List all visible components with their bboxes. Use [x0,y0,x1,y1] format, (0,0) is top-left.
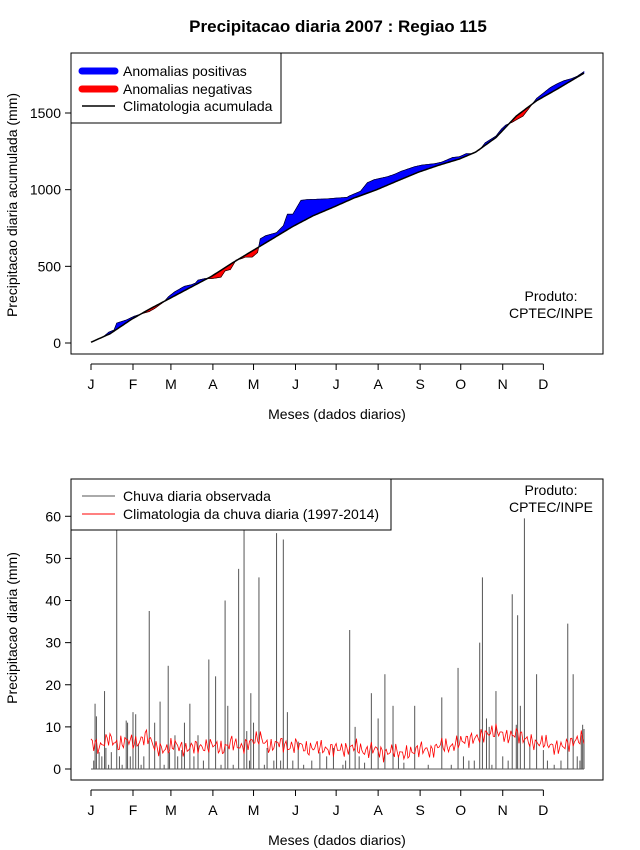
x-tick-label: O [455,376,466,392]
x-tick-label: N [498,802,508,818]
x-tick-label: M [248,376,260,392]
x-tick-label: S [415,802,424,818]
y-tick-label: 1000 [30,182,61,198]
x-axis-label-top: Meses (dados diarios) [268,406,406,422]
x-tick-label: J [88,376,95,392]
y-tick-label: 20 [45,677,61,693]
legend-bottom: Chuva diaria observada Climatologia da c… [70,478,392,531]
y-axis-label-bottom: Precipitacao diaria (mm) [4,552,20,704]
chart-title: Precipitacao diaria 2007 : Regiao 115 [189,17,487,36]
annotation-cptec-bottom: CPTEC/INPE [509,499,593,515]
legend-box-bottom [70,478,392,531]
panel-daily: 0 10 20 30 40 50 60 J F M A M J J A S O N D Meses (dados … [4,478,604,848]
x-tick-label: A [373,376,383,392]
annotation-produto-bottom: Produto: [525,482,578,498]
x-tick-label: J [292,802,299,818]
y-tick-label: 0 [53,761,61,777]
x-tick-label: F [129,802,138,818]
y-tick-label: 50 [45,550,61,566]
x-tick-label: A [208,802,218,818]
x-tick-label: D [538,802,548,818]
climatology-cumulative-line [90,72,585,343]
x-tick-label: F [129,376,138,392]
y-axis-ticks-top: 0 500 1000 1500 [30,105,72,351]
y-axis-label-top: Precipitacao diaria acumulada (mm) [4,93,20,317]
observed-cumulative-outline [90,71,585,343]
legend-label-observed: Chuva diaria observada [123,488,271,504]
x-tick-label: J [333,802,340,818]
x-tick-label: M [248,802,260,818]
y-tick-label: 500 [38,258,62,274]
y-tick-label: 40 [45,593,61,609]
x-tick-label: M [165,802,177,818]
daily-rain-bars [91,518,585,770]
y-tick-label: 10 [45,719,61,735]
y-tick-label: 60 [45,508,61,524]
x-tick-label: O [455,802,466,818]
x-tick-label: A [373,802,383,818]
legend-label-negative: Anomalias negativas [123,81,252,97]
legend-label-positive: Anomalias positivas [123,63,247,79]
annotation-cptec-top: CPTEC/INPE [509,305,593,321]
annotation-produto-top: Produto: [525,288,578,304]
x-tick-label: M [165,376,177,392]
climatology-daily-line [90,723,585,763]
legend-top: Anomalias positivas Anomalias negativas … [70,52,282,124]
y-tick-label: 30 [45,635,61,651]
x-tick-label: D [538,376,548,392]
x-tick-label: J [88,802,95,818]
x-axis-label-bottom: Meses (dados diarios) [268,832,406,848]
x-tick-label: J [292,376,299,392]
legend-label-climatology: Climatologia acumulada [123,98,273,114]
x-tick-label: S [415,376,424,392]
y-tick-label: 1500 [30,105,61,121]
x-tick-label: A [208,376,218,392]
x-tick-label: N [498,376,508,392]
y-tick-label: 0 [53,335,61,351]
legend-label-climatology-daily: Climatologia da chuva diaria (1997-2014) [123,506,379,522]
panel-cumulative: 0 500 1000 1500 J F M A M J J A S O N D Meses (dados d… [4,52,604,422]
y-axis-ticks-bottom: 0 10 20 30 40 50 60 [45,508,72,777]
x-tick-label: J [333,376,340,392]
